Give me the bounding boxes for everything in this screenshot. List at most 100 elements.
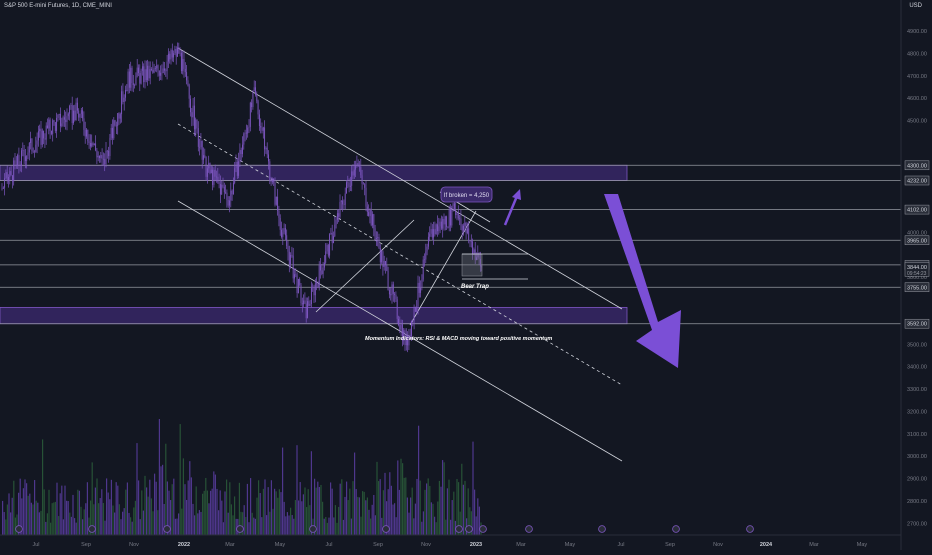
price-axis[interactable]: 4300.004232.004102.003965.003855.003755.… xyxy=(900,0,930,550)
price-candle-body xyxy=(366,206,368,213)
time-axis-label: 2024 xyxy=(760,542,773,548)
if-broken-bubble[interactable] xyxy=(440,186,493,203)
event-marker[interactable] xyxy=(672,525,680,533)
event-marker[interactable] xyxy=(465,525,473,533)
last-price-value[interactable]: 3844.00 xyxy=(907,265,927,271)
volume-bar xyxy=(224,491,226,535)
level-label[interactable]: 3755.00 xyxy=(907,285,927,291)
volume-bar xyxy=(205,477,207,535)
price-candle-body xyxy=(464,222,466,226)
event-marker[interactable] xyxy=(88,525,96,533)
price-candle-body xyxy=(444,216,446,225)
price-candle-body xyxy=(409,334,411,337)
volume-bar xyxy=(349,488,351,535)
price-candle-body xyxy=(295,274,297,276)
event-marker[interactable] xyxy=(479,525,487,533)
event-markers[interactable] xyxy=(15,525,754,533)
event-marker[interactable] xyxy=(746,525,754,533)
volume-bar xyxy=(354,452,356,535)
if-broken-label[interactable]: If broken = 4,250 xyxy=(444,193,490,199)
level-label-box[interactable] xyxy=(904,175,930,186)
volume-bar xyxy=(422,511,424,535)
event-marker[interactable] xyxy=(163,525,171,533)
price-candle-body xyxy=(19,164,21,166)
level-label[interactable]: 3592.00 xyxy=(907,322,927,328)
event-marker[interactable] xyxy=(382,525,390,533)
price-candle-body xyxy=(305,303,307,319)
small-up-arrow-head xyxy=(512,189,521,200)
level-label-box[interactable] xyxy=(904,282,930,293)
price-candle-body xyxy=(162,68,164,74)
level-label-box[interactable] xyxy=(904,160,930,171)
price-candle-body xyxy=(69,106,71,114)
time-axis[interactable]: Jul Sep Nov 2022 Mar May Jul Sep Nov 2023 Mar May Ju… xyxy=(0,534,901,548)
last-price-countdown[interactable]: 09:54:23 xyxy=(907,271,927,277)
volume-bar xyxy=(122,511,124,535)
price-candle-body xyxy=(307,301,308,319)
price-tick-label: 4600.00 xyxy=(907,96,927,102)
price-candle-body xyxy=(258,114,260,126)
price-candle-body xyxy=(231,190,233,195)
level-label-box[interactable] xyxy=(904,318,930,329)
price-candle-body xyxy=(65,119,67,123)
price-candle-body xyxy=(147,65,149,81)
volume-bar xyxy=(282,447,284,535)
event-marker[interactable] xyxy=(15,525,23,533)
price-candle-body xyxy=(99,155,100,159)
event-marker[interactable] xyxy=(598,525,606,533)
price-candle-body xyxy=(179,52,181,54)
level-label[interactable]: 4102.00 xyxy=(907,208,927,214)
price-candle-body xyxy=(420,287,422,293)
volume-bar xyxy=(459,511,461,535)
price-candle-body xyxy=(347,182,349,183)
price-candle-body xyxy=(177,47,178,57)
event-marker[interactable] xyxy=(309,525,317,533)
price-candle-body xyxy=(416,306,418,312)
price-candle-body xyxy=(469,240,471,242)
level-label[interactable]: 4300.00 xyxy=(907,163,927,169)
volume-bar xyxy=(240,511,242,535)
price-candle-body xyxy=(182,59,184,72)
volume-bar xyxy=(427,478,429,535)
event-marker[interactable] xyxy=(455,525,463,533)
event-marker[interactable] xyxy=(525,525,533,533)
volume-bar xyxy=(248,522,250,535)
last-price-box[interactable] xyxy=(904,262,930,277)
volume-bar xyxy=(118,504,120,535)
big-down-arrow xyxy=(604,194,681,368)
price-candle-body xyxy=(281,229,282,237)
price-candle-body xyxy=(161,72,163,74)
price-tick-label: 4700.00 xyxy=(907,74,927,80)
price-candle-body xyxy=(375,238,377,239)
level-label[interactable]: 4232.00 xyxy=(907,178,927,184)
price-candle-body xyxy=(417,282,419,307)
price-candle-body xyxy=(433,229,435,238)
price-candle-body xyxy=(278,210,280,218)
price-candle-body xyxy=(2,187,4,189)
time-axis-label: Mar xyxy=(516,542,526,548)
volume-bar xyxy=(78,490,80,535)
volume-bar xyxy=(234,496,236,535)
price-candle-body xyxy=(391,284,393,296)
price-candle-body xyxy=(323,262,325,268)
level-label[interactable]: 3965.00 xyxy=(907,238,927,244)
price-candle-body xyxy=(4,178,6,188)
volume-bar xyxy=(272,508,274,535)
price-candle-body xyxy=(31,138,33,151)
volume-bar xyxy=(5,519,7,535)
volume-bar xyxy=(179,424,181,535)
event-marker[interactable] xyxy=(236,525,244,533)
volume-bar xyxy=(442,460,444,535)
volume-bar xyxy=(333,517,335,535)
volume-bar xyxy=(82,519,84,535)
level-label-box[interactable] xyxy=(904,235,930,246)
level-label-box[interactable] xyxy=(904,204,930,215)
price-candle-body xyxy=(121,91,123,115)
price-candle-body xyxy=(273,178,275,183)
price-candle-body xyxy=(271,178,273,182)
price-candle-body xyxy=(235,161,237,169)
volume-bar xyxy=(115,482,117,535)
price-candle-body xyxy=(180,52,182,72)
